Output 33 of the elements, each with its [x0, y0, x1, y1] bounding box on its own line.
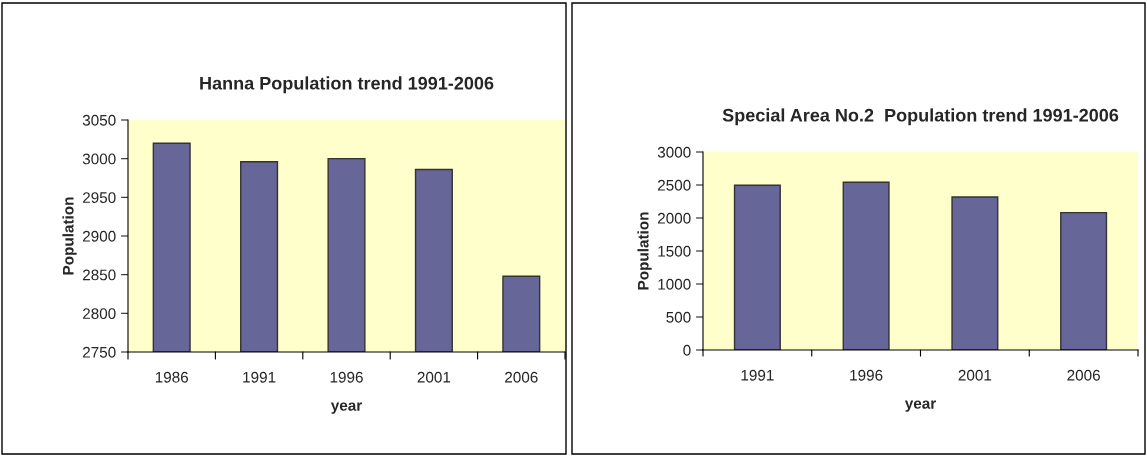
- y-tick-label: 2950: [82, 192, 116, 204]
- bar: [733, 184, 781, 350]
- y-tick-label: 0: [683, 344, 691, 356]
- y-tick-label: 3000: [657, 146, 691, 158]
- y-tick-label: 3050: [82, 114, 116, 126]
- y-tick-label: 3000: [82, 153, 116, 165]
- x-axis-title: year: [904, 400, 936, 412]
- y-tick-label: 2500: [657, 179, 691, 191]
- bar: [951, 196, 999, 350]
- y-tick-label: 2000: [657, 212, 691, 224]
- x-tick-label: 2001: [417, 371, 451, 383]
- y-axis-title: Population: [637, 212, 652, 290]
- x-tick-label: 2006: [505, 371, 538, 383]
- y-axis-title: Population: [62, 197, 77, 275]
- x-tick-label: 1996: [330, 371, 363, 383]
- chart-title: Special Area No.2 Population trend 1991-2006: [722, 108, 1119, 126]
- x-tick-label: 1991: [741, 369, 774, 381]
- y-tick-label: 2750: [82, 346, 116, 358]
- y-tick-label: 2850: [82, 269, 116, 281]
- y-tick-label: 2800: [82, 308, 116, 320]
- x-tick-label: 1996: [850, 369, 883, 381]
- y-tick-label: 1000: [658, 278, 691, 290]
- x-tick-label: 2006: [1067, 369, 1100, 381]
- bar: [842, 181, 890, 350]
- x-tick-label: 1991: [243, 371, 276, 383]
- x-tick-label: 1986: [155, 371, 189, 383]
- x-tick-label: 2001: [958, 369, 992, 381]
- bar: [1060, 211, 1108, 350]
- x-axis-title: year: [330, 402, 362, 414]
- chart-title: Hanna Population trend 1991-2006: [200, 76, 494, 94]
- y-tick-label: 1500: [658, 245, 691, 257]
- y-tick-label: 500: [666, 311, 691, 323]
- y-tick-label: 2900: [82, 230, 116, 242]
